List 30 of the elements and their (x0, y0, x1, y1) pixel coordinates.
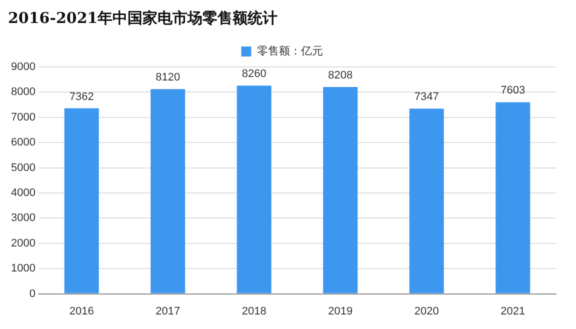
y-tick-label: 7000 (10, 111, 36, 124)
y-tick-label: 2000 (10, 237, 36, 250)
chart-title: 2016-2021年中国家电市场零售额统计 (8, 8, 278, 27)
data-label: 8120 (156, 72, 180, 84)
x-tick-label: 2019 (328, 305, 353, 318)
data-label: 7347 (414, 91, 439, 104)
x-tick-label: 2018 (242, 305, 266, 318)
y-tick-label: 3000 (10, 212, 36, 224)
data-label: 7603 (500, 84, 526, 97)
y-tick-label: 1000 (10, 262, 36, 275)
data-label: 8260 (242, 68, 266, 80)
y-tick-label: 8000 (10, 86, 36, 98)
x-tick-label: 2016 (69, 305, 94, 318)
y-tick-label: 0 (29, 288, 36, 300)
bar (150, 89, 186, 294)
y-tick-label: 4000 (10, 187, 36, 200)
y-tick-label: 6000 (10, 136, 36, 149)
data-label: 7362 (69, 90, 94, 103)
y-tick-label: 9000 (10, 61, 36, 74)
bar (64, 108, 99, 294)
data-label: 8208 (328, 69, 353, 82)
bar (409, 108, 444, 294)
legend-label: 零售额：亿元 (256, 44, 323, 58)
y-tick-label: 5000 (10, 162, 36, 174)
bar (496, 102, 530, 294)
x-tick-label: 2017 (156, 305, 180, 318)
x-tick-label: 2021 (500, 305, 526, 318)
x-tick-label: 2020 (414, 305, 439, 318)
bar (236, 86, 272, 294)
bar (323, 86, 358, 294)
